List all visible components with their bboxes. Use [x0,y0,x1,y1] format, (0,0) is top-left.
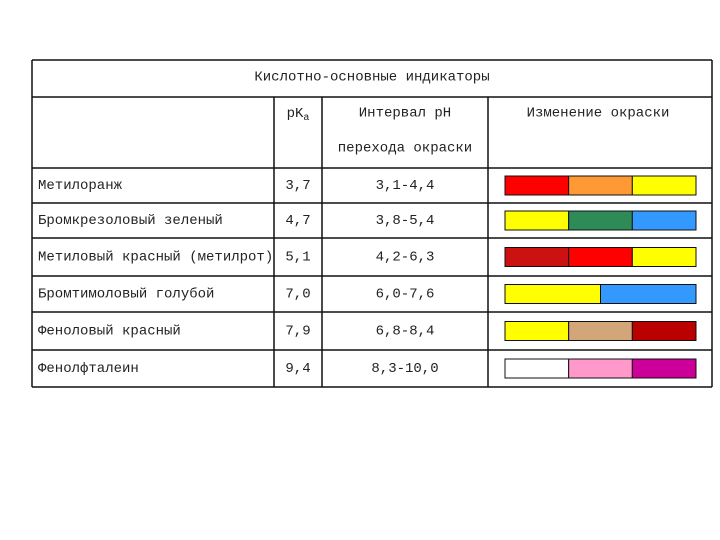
color-swatch [568,175,633,196]
pka-value: 7,0 [285,287,310,303]
color-swatch [504,247,570,267]
pka-value: 5,1 [285,250,310,266]
color-swatch [568,210,633,231]
color-swatch [504,175,570,196]
header-interval: Интервал pH [359,106,451,122]
color-swatch [631,175,697,196]
color-swatch [631,247,697,267]
color-swatch [631,210,697,231]
pka-sub: a [303,113,309,124]
pka-value: 4,7 [285,213,310,229]
header-pka: pKa [287,106,310,124]
header-color-change: Изменение окраски [527,106,670,122]
indicator-name: Фенолфталеин [38,361,139,377]
color-swatch [568,321,633,341]
header-interval: перехода окраски [338,141,472,157]
color-swatch [631,358,697,379]
table-title: Кислотно-основные индикаторы [254,70,489,86]
indicator-name: Метилоранж [38,178,123,194]
interval-value: 3,1-4,4 [376,178,435,194]
color-swatch [568,247,633,267]
interval-value: 6,8-8,4 [376,324,435,340]
color-swatch [504,284,601,304]
color-swatch [504,358,570,379]
pka-value: 3,7 [285,178,310,194]
color-swatch [631,321,697,341]
pka-value: 7,9 [285,324,310,340]
interval-value: 3,8-5,4 [376,213,435,229]
color-swatch [504,210,570,231]
indicator-name: Бромкрезоловый зеленый [38,212,223,229]
pka-value: 9,4 [285,361,310,377]
color-swatch [600,284,697,304]
interval-value: 6,0-7,6 [376,287,435,303]
color-swatch [504,321,570,341]
interval-value: 8,3-10,0 [371,361,438,377]
indicator-name: Феноловый красный [38,323,181,340]
interval-value: 4,2-6,3 [376,250,435,266]
color-swatch [568,358,633,379]
indicator-name: Метиловый красный (метилрот) [38,249,273,266]
pka-main: pK [287,106,304,122]
indicator-name: Бромтимоловый голубой [38,286,214,303]
